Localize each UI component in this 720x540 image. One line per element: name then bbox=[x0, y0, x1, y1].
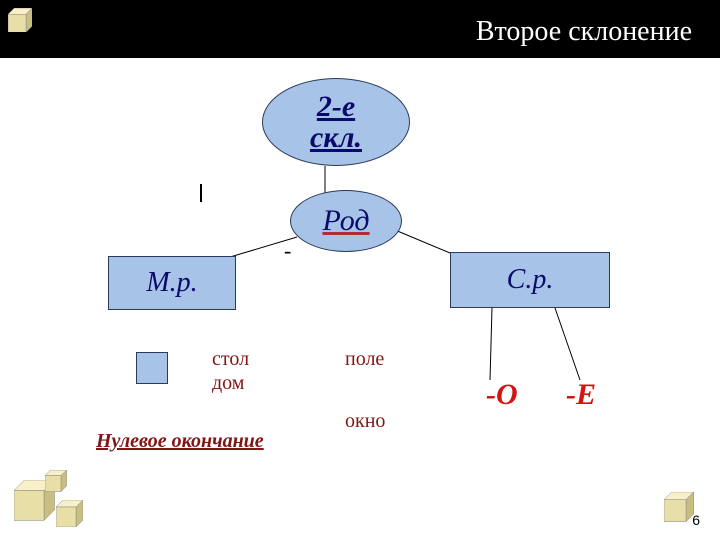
sr-rect: С.р. bbox=[450, 252, 610, 308]
page-title: Второе склонение bbox=[476, 16, 692, 48]
rod-ellipse-label: Род bbox=[322, 204, 369, 238]
ending-o: -О bbox=[486, 378, 518, 412]
header-bar: Второе склонение bbox=[0, 0, 720, 58]
sr-label: С.р. bbox=[507, 264, 554, 296]
ending-e: -Е bbox=[566, 378, 596, 412]
caret-mark bbox=[200, 184, 202, 202]
small-square bbox=[136, 352, 168, 384]
word-stol: стол bbox=[212, 348, 249, 371]
mr-rect: М.р. bbox=[108, 256, 236, 310]
rod-ellipse: Род bbox=[290, 190, 402, 252]
top-ellipse: 2-ескл. bbox=[262, 78, 410, 166]
word-okno: окно bbox=[345, 410, 385, 433]
word-pole: поле bbox=[345, 348, 384, 371]
rod-dash: - bbox=[284, 238, 291, 264]
word-dom: дом bbox=[212, 372, 244, 395]
page-number: 6 bbox=[692, 512, 700, 528]
null-ending-label: Нулевое окончание bbox=[96, 430, 264, 453]
top-ellipse-label: 2-ескл. bbox=[310, 91, 362, 154]
mr-label: М.р. bbox=[146, 267, 197, 299]
